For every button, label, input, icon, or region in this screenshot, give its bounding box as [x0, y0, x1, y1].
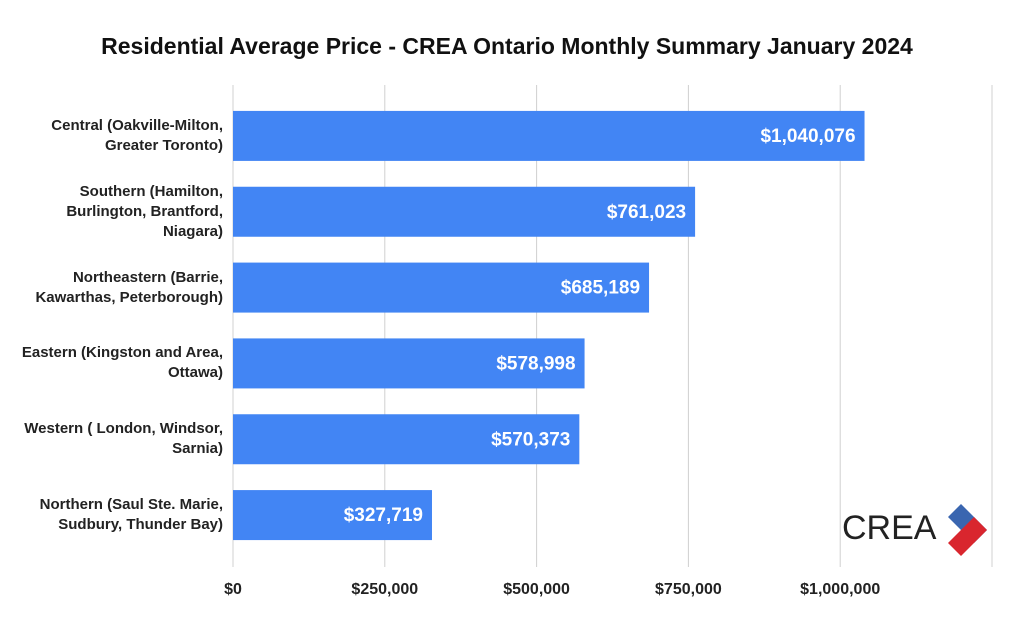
bar — [233, 110, 865, 161]
x-tick-label: $750,000 — [655, 581, 722, 598]
bar — [233, 262, 650, 313]
value-label: $578,998 — [496, 353, 575, 374]
bar — [233, 490, 432, 541]
x-tick-label: $250,000 — [351, 581, 418, 598]
bar — [233, 186, 696, 237]
y-tick-label: Central (Oakville-Milton, Greater Toront… — [51, 116, 223, 154]
logo-text: CREA — [842, 509, 937, 547]
y-tick-label: Northeastern (Barrie, Kawarthas, Peterbo… — [35, 268, 223, 306]
value-label: $327,719 — [344, 505, 423, 526]
value-label: $1,040,076 — [760, 126, 855, 147]
x-tick-label: $0 — [224, 581, 242, 598]
y-tick-label: Southern (Hamilton, Burlington, Brantfor… — [66, 182, 223, 240]
y-tick-label: Northern (Saul Ste. Marie, Sudbury, Thun… — [39, 496, 223, 534]
x-tick-label: $500,000 — [503, 581, 570, 598]
y-tick-label: Eastern (Kingston and Area, Ottawa) — [21, 344, 223, 382]
value-label: $685,189 — [561, 278, 640, 299]
value-label: $570,373 — [491, 429, 570, 450]
value-label: $761,023 — [607, 202, 686, 223]
bar — [233, 338, 585, 389]
y-tick-label: Western ( London, Windsor, Sarnia) — [24, 420, 223, 458]
chart-title: Residential Average Price - CREA Ontario… — [101, 33, 913, 59]
logo-mark — [948, 504, 987, 556]
bar — [233, 414, 580, 465]
x-tick-label: $1,000,000 — [800, 581, 880, 598]
